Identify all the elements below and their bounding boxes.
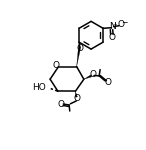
Text: O: O bbox=[104, 78, 111, 87]
Text: −: − bbox=[121, 18, 128, 27]
Text: O: O bbox=[57, 100, 64, 109]
Text: N: N bbox=[109, 22, 116, 31]
Polygon shape bbox=[75, 91, 77, 97]
Text: O: O bbox=[89, 70, 96, 79]
Text: O: O bbox=[52, 61, 59, 70]
Text: HO: HO bbox=[32, 83, 46, 92]
Text: O: O bbox=[117, 20, 124, 29]
Text: O: O bbox=[76, 44, 83, 53]
Polygon shape bbox=[77, 46, 81, 67]
Text: O: O bbox=[108, 33, 115, 42]
Polygon shape bbox=[84, 75, 92, 79]
Text: +: + bbox=[113, 22, 118, 27]
Text: O: O bbox=[73, 94, 80, 103]
